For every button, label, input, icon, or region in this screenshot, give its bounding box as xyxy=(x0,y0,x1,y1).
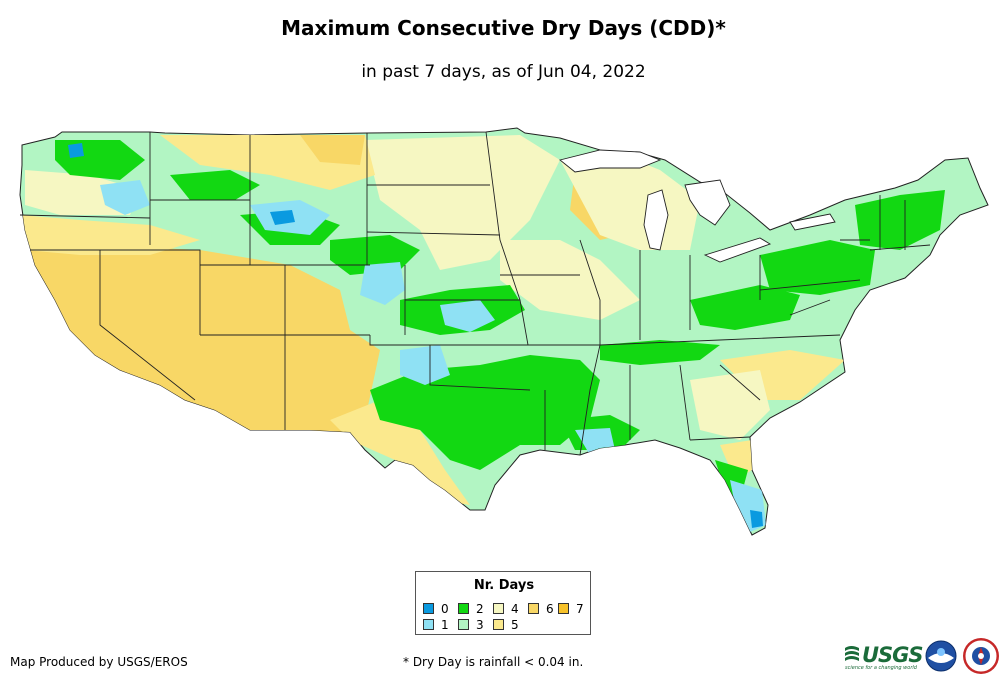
lake-huron xyxy=(684,179,731,226)
usgs-tagline: science for a changing world xyxy=(845,665,917,671)
legend-label-6: 6 xyxy=(546,602,554,616)
region-1-day-idaho xyxy=(100,180,150,215)
dry-day-footnote: * Dry Day is rainfall < 0.04 in. xyxy=(403,655,584,669)
nws-logo-icon xyxy=(963,638,999,674)
region-1-day-colorado xyxy=(360,262,405,305)
region-2-days-tennessee xyxy=(600,340,720,365)
noaa-logo-icon xyxy=(925,640,957,672)
lake-superior xyxy=(559,149,662,173)
legend-label-7: 7 xyxy=(576,602,584,616)
usgs-logo-icon xyxy=(845,646,859,661)
legend-swatch-7 xyxy=(558,603,569,614)
region-2-days-ohio-valley xyxy=(690,285,800,330)
lake-michigan xyxy=(643,189,669,251)
legend-swatch-1 xyxy=(423,619,434,630)
region-0-days-wyoming xyxy=(270,210,295,225)
legend-label-5: 5 xyxy=(511,618,519,632)
state-borders xyxy=(19,131,931,456)
region-5-days-texas xyxy=(330,400,470,505)
region-0-days-washington xyxy=(68,143,84,158)
legend-swatch-0 xyxy=(423,603,434,614)
legend-label-3: 3 xyxy=(476,618,484,632)
legend: Nr. Days 0 1 2 3 4 5 6 7 xyxy=(415,571,591,635)
legend-swatch-6 xyxy=(528,603,539,614)
legend-swatch-3 xyxy=(458,619,469,630)
region-4-days-georgia xyxy=(690,370,770,440)
legend-swatch-2 xyxy=(458,603,469,614)
region-1-day-kansas xyxy=(440,300,495,332)
region-2-days-new-england xyxy=(855,190,945,250)
region-1-day-oklahoma xyxy=(400,345,450,385)
legend-label-4: 4 xyxy=(511,602,519,616)
lake-ontario xyxy=(789,213,836,231)
region-4-days-plains xyxy=(365,135,560,270)
legend-label-0: 0 xyxy=(441,602,449,616)
map-title: Maximum Consecutive Dry Days (CDD)* xyxy=(281,16,726,40)
usgs-logo-text: USGS xyxy=(862,643,924,667)
region-0-days-florida xyxy=(750,510,763,528)
legend-swatch-4 xyxy=(493,603,504,614)
legend-title: Nr. Days xyxy=(473,578,535,593)
legend-label-2: 2 xyxy=(476,602,484,616)
lake-erie xyxy=(703,237,772,263)
region-6-days-montana xyxy=(300,135,365,165)
region-5-days-west xyxy=(20,215,200,255)
region-4-days-midwest xyxy=(500,240,640,320)
region-2-days-montana xyxy=(170,170,260,200)
dry-day-fill xyxy=(20,135,945,532)
map-subtitle: in past 7 days, as of Jun 04, 2022 xyxy=(361,62,646,82)
map-credit: Map Produced by USGS/EROS xyxy=(10,655,188,669)
region-6-days-southwest xyxy=(30,245,380,440)
legend-swatch-5 xyxy=(493,619,504,630)
legend-label-1: 1 xyxy=(441,618,449,632)
